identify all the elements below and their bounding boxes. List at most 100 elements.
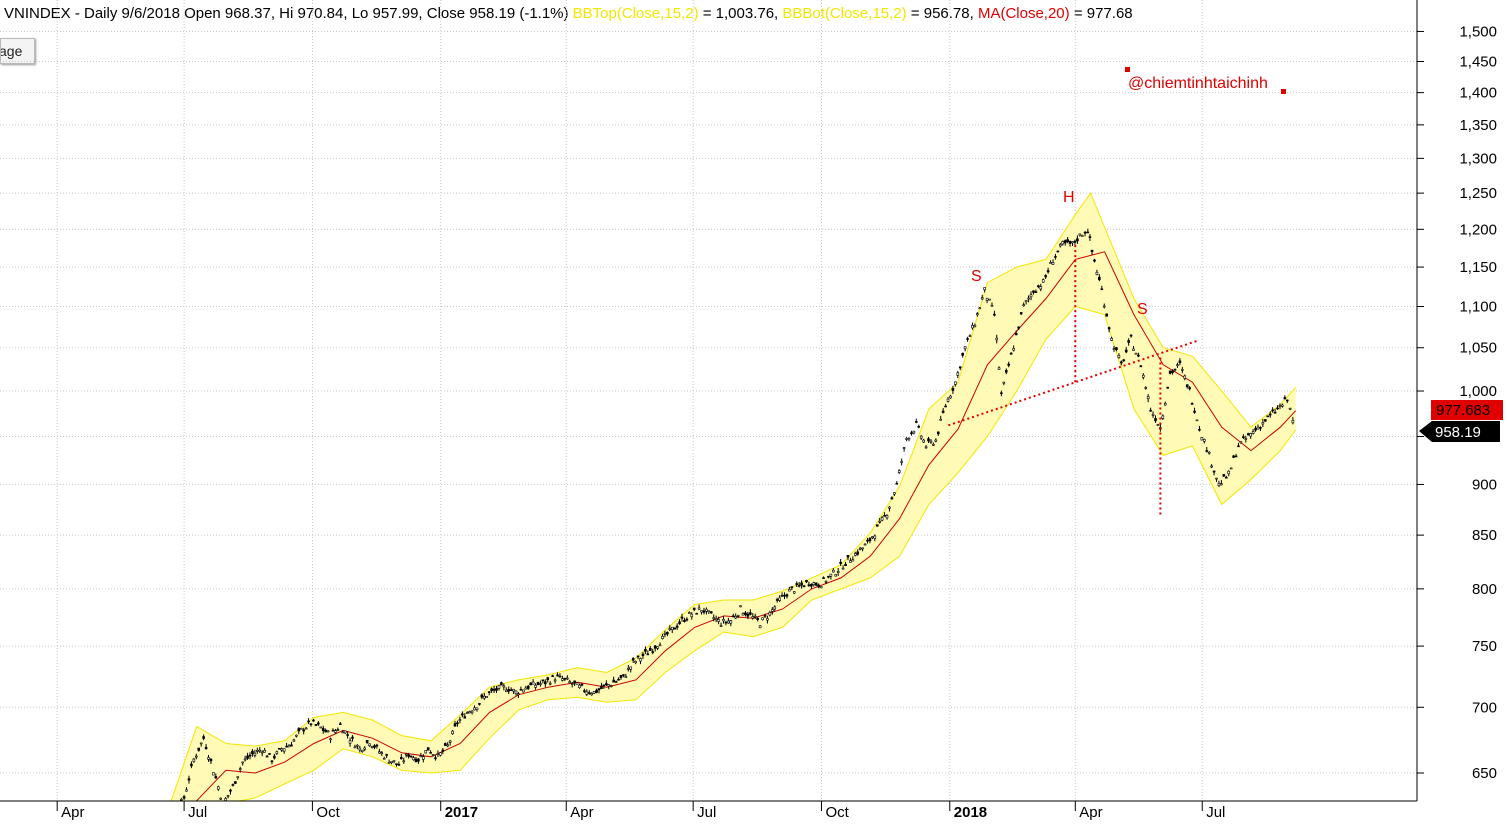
candle-body [1054,256,1057,258]
candle-body [829,573,833,577]
candle-body [978,307,982,310]
candle-body [883,515,886,517]
candle-body [910,432,913,435]
candle-body [282,748,286,752]
candle-body [612,679,615,683]
candle-body [226,794,230,797]
candle-body [605,683,608,686]
candle-body [636,655,640,658]
candle-body [1029,294,1033,298]
candle-body [1176,364,1179,366]
candle-body [312,719,315,722]
candle-body [507,689,511,692]
xtick-label-4: Apr [570,804,593,821]
candle-body [324,729,327,733]
candle-body [824,581,828,583]
candle-body [497,685,501,689]
chart-header: VNINDEX - Daily 9/6/2018 Open 968.37, Hi… [4,5,1133,22]
candle-body [1007,363,1011,366]
candle-body [653,645,657,649]
candle-body [714,618,718,621]
candle-body [663,633,667,635]
candle-body [658,644,662,647]
watermark-marker-left [1125,67,1130,72]
candle-body [402,760,406,763]
candle-body [641,653,645,657]
candle-body [995,337,999,341]
candle-body [1056,250,1060,253]
candle-body [1132,348,1135,351]
candle-body [204,746,208,750]
ytick-label-1250: 1,250 [1459,185,1497,202]
candle-body [600,685,603,689]
candle-body [573,680,576,684]
candle-body [1224,476,1228,479]
candle-body [1291,419,1295,424]
candle-body [924,446,928,449]
candle-body [1256,426,1260,430]
candle-body [1244,438,1248,440]
candle-body [1037,285,1040,287]
candle-body [370,745,374,748]
candle-body [534,685,537,688]
candle-body [1276,407,1279,410]
candle-body [561,678,564,681]
watermark-marker-right [1281,89,1286,94]
candle-body [414,758,418,762]
candle-body [817,584,820,588]
candle-body [321,728,325,731]
bbtop-line [170,192,1297,801]
candle-body [280,748,284,751]
candle-body [832,569,835,573]
xtick-label-2: Oct [316,804,340,821]
bbtop-label: BBTop(Close,15,2) [572,5,699,22]
candle-body [358,747,362,751]
ytick-label-850: 850 [1472,527,1497,544]
candle-body [1046,270,1050,273]
candle-body [773,606,777,610]
candle-body [580,683,584,686]
ytick-label-750: 750 [1472,638,1497,655]
candle-body [1146,396,1150,400]
candle-body [863,543,867,546]
candle-body [1207,451,1211,454]
candle-body [1027,297,1030,300]
candle-body [339,723,342,726]
candle-body [231,784,235,786]
chart-type-tab[interactable]: age [0,38,35,64]
candle-body [785,594,789,597]
candle-body [346,734,349,736]
candle-body [1173,368,1177,371]
candle-body [731,615,735,618]
candle-body [1098,276,1101,281]
candle-body [1063,240,1067,244]
candle-body [595,689,598,693]
candle-body [688,612,691,614]
candle-body [1059,244,1062,247]
candle-body [980,297,984,300]
candle-body [758,625,762,629]
neckline [948,340,1197,427]
left-shoulder-label: S [971,268,982,285]
candle-body [258,749,262,752]
candle-body [214,776,218,779]
candle-body [775,599,779,601]
ytick-label-700: 700 [1472,699,1497,716]
candle-body [219,797,223,800]
candle-body [480,694,484,698]
candle-body [400,756,403,760]
candle-body [946,398,950,402]
candle-body [485,696,489,698]
candle-body [736,615,740,617]
candle-body [356,744,359,747]
candle-body [517,693,520,695]
candle-body [1071,241,1074,244]
candle-body [697,607,701,610]
candle-body [692,607,696,610]
candle-body [680,616,684,619]
candle-body [678,621,681,625]
candle-body [353,746,357,749]
candle-body [248,754,252,757]
candle-body [475,707,479,710]
